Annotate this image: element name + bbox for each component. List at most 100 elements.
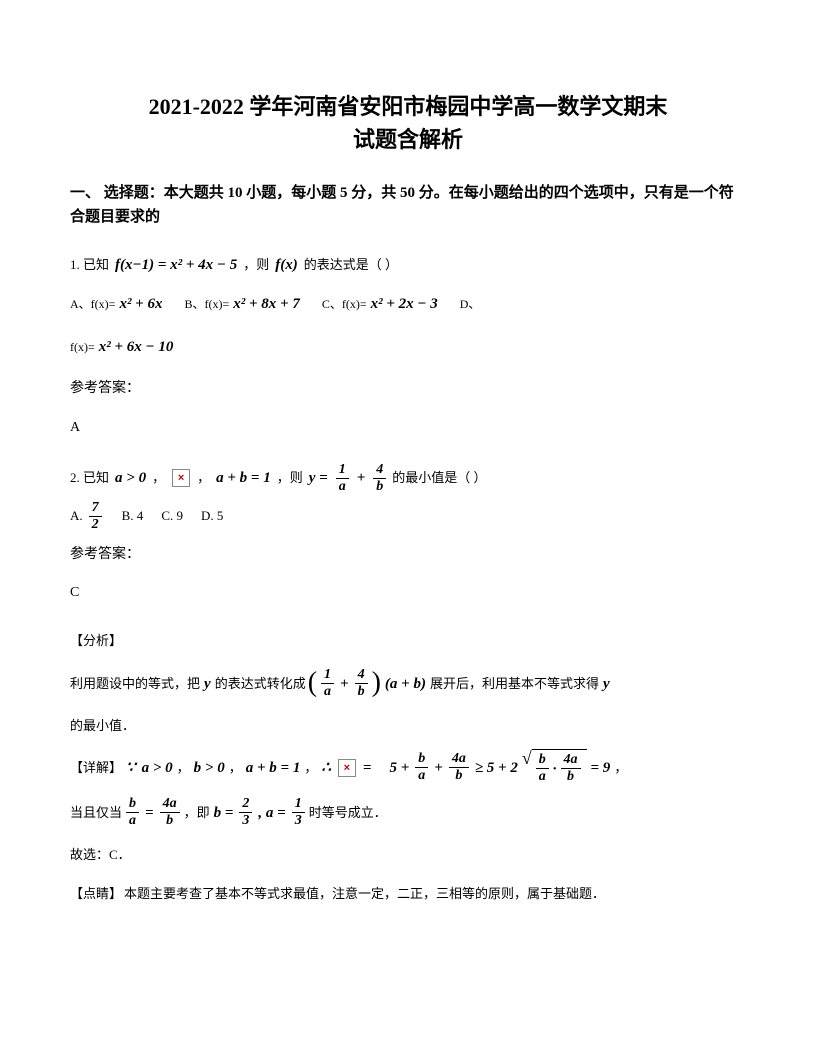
frac-4b-2: 4 b bbox=[355, 668, 368, 699]
q2-option-c: C. 9 bbox=[161, 502, 183, 531]
frac-num: 1 bbox=[292, 797, 305, 813]
title-line-1: 2021-2022 学年河南省安阳市梅园中学高一数学文期末 bbox=[70, 90, 746, 123]
frac-b-a-sqrt: b a bbox=[536, 753, 549, 784]
q2-analysis-p1: 利用题设中的等式，把 y 的表达式转化成 ( 1 a + 4 b ) (a + … bbox=[70, 666, 746, 702]
q2-suffix: 的最小值是（ ） bbox=[392, 464, 486, 493]
dot-sign: · bbox=[551, 751, 559, 787]
q2-note: 【点睛】 本题主要考查了基本不等式求最值，注意一定，二正，三相等的原则，属于基础… bbox=[70, 878, 746, 909]
rhs-5plus: 5 + bbox=[387, 750, 411, 786]
q2-option-b: B. 4 bbox=[122, 502, 144, 531]
q1-formula-main: f(x−1) = x² + 4x − 5 bbox=[113, 249, 239, 282]
frac-den: 2 bbox=[89, 517, 102, 532]
q1-optD-formula: x² + 6x − 10 bbox=[97, 331, 176, 364]
frac-num: 7 bbox=[89, 501, 102, 517]
frac-den: b bbox=[564, 769, 577, 784]
q2-prefix: 2. 已知 bbox=[70, 464, 109, 493]
q1-option-d: f(x)= x² + 6x − 10 bbox=[70, 331, 175, 364]
question-1: 1. 已知 f(x−1) = x² + 4x − 5 ，则 f(x) 的表达式是… bbox=[70, 249, 746, 444]
cond-ab: a + b = 1 bbox=[244, 750, 303, 786]
frac-num: 1 bbox=[321, 668, 334, 684]
frac-den: b bbox=[355, 684, 368, 699]
frac-num: 1 bbox=[336, 463, 349, 479]
q1-answer: A bbox=[70, 413, 746, 444]
frac-num: 4 bbox=[355, 668, 368, 684]
analysis-text-c: 展开后，利用基本不等式求得 bbox=[430, 668, 599, 699]
eq-sign: = bbox=[361, 750, 374, 786]
q1-suffix: 的表达式是（ ） bbox=[304, 251, 398, 280]
cond-b: b > 0 bbox=[192, 750, 227, 786]
q1-optB-label: B、f(x)= bbox=[184, 291, 229, 317]
b-eq: b = bbox=[212, 795, 236, 831]
q1-option-a: A、f(x)= x² + 6x bbox=[70, 288, 164, 321]
frac-2-3: 2 3 bbox=[239, 797, 252, 828]
frac-den: a bbox=[415, 768, 428, 783]
therefore-sym: ∴ bbox=[319, 750, 333, 786]
frac-4a-b-eq: 4a b bbox=[160, 797, 180, 828]
cond-a: a > 0 bbox=[140, 750, 175, 786]
sqrt-content: b a · 4a b bbox=[532, 749, 587, 787]
q1-optA-label: A、f(x)= bbox=[70, 291, 115, 317]
frac-4a-b: 4a b bbox=[449, 752, 469, 783]
frac-num: b bbox=[536, 753, 549, 769]
eq-sign: = bbox=[143, 795, 156, 831]
q1-mid: ，则 bbox=[243, 251, 269, 280]
q1-prefix: 1. 已知 bbox=[70, 251, 109, 280]
q2-analysis-p1d: 的最小值． bbox=[70, 710, 746, 741]
frac-den: 3 bbox=[292, 813, 305, 828]
q1-options-row1: A、f(x)= x² + 6x B、f(x)= x² + 8x + 7 C、f(… bbox=[70, 288, 746, 321]
frac-num: b bbox=[415, 752, 428, 768]
equal-cond-mid: ，即 bbox=[184, 797, 210, 828]
note-text: 本题主要考查了基本不等式求最值，注意一定，二正，三相等的原则，属于基础题． bbox=[124, 878, 605, 909]
frac-b-a: b a bbox=[415, 752, 428, 783]
eq-9: = 9 bbox=[589, 750, 613, 786]
analysis-text-a: 利用题设中的等式，把 bbox=[70, 668, 200, 699]
title-line-2: 试题含解析 bbox=[70, 123, 746, 156]
q1-option-b: B、f(x)= x² + 8x + 7 bbox=[184, 288, 301, 321]
q1-optB-formula: x² + 8x + 7 bbox=[231, 288, 302, 321]
q1-option-c: C、f(x)= x² + 2x − 3 bbox=[322, 288, 440, 321]
q1-option-d-label: D、 bbox=[460, 291, 481, 317]
q2-equal-cond: 当且仅当 b a = 4a b ，即 b = 2 3 , a = 1 3 时等号… bbox=[70, 795, 746, 831]
q1-optC-formula: x² + 2x − 3 bbox=[369, 288, 440, 321]
q1-optC-label: C、f(x)= bbox=[322, 291, 367, 317]
q2-conclusion: 故选：C． bbox=[70, 839, 746, 870]
section-heading: 一、 选择题：本大题共 10 小题，每小题 5 分，共 50 分。在每小题给出的… bbox=[70, 181, 746, 229]
analysis-text-b: 的表达式转化成 bbox=[215, 668, 306, 699]
frac-den: b bbox=[373, 479, 386, 494]
q2-frac-7-2: 7 2 bbox=[89, 501, 102, 532]
frac-num: 4 bbox=[373, 463, 386, 479]
plus-sign: + bbox=[432, 750, 445, 786]
q2-option-a: A. 7 2 bbox=[70, 501, 104, 532]
q2-detail: 【详解】 ∵ a > 0 ， b > 0 ， a + b = 1 ， ∴ × =… bbox=[70, 749, 746, 787]
q2-y-eq: y = bbox=[307, 462, 330, 495]
sqrt-symbol: √ bbox=[522, 749, 532, 767]
frac-den: 3 bbox=[239, 813, 252, 828]
q2-stem: 2. 已知 a > 0 ， × ， a + b = 1 ，则 y = 1 a +… bbox=[70, 462, 746, 495]
frac-num: 4a bbox=[449, 752, 469, 768]
equal-cond-suf: 时等号成立． bbox=[309, 797, 387, 828]
frac-num: 4a bbox=[160, 797, 180, 813]
frac-4a-b-sqrt: 4a b bbox=[561, 753, 581, 784]
q2-frac-4b: 4 b bbox=[373, 463, 386, 494]
q2-option-d: D. 5 bbox=[201, 502, 223, 531]
sqrt-expr: √ b a · 4a b bbox=[522, 749, 587, 787]
equal-cond-pre: 当且仅当 bbox=[70, 797, 122, 828]
frac-den: b bbox=[452, 768, 465, 783]
frac-den: a bbox=[336, 479, 349, 494]
broken-image-icon: × bbox=[338, 759, 356, 777]
frac-den: a bbox=[536, 769, 549, 784]
q1-formula-fx: f(x) bbox=[273, 249, 300, 282]
sep: ， bbox=[177, 752, 190, 783]
frac-b-a-eq: b a bbox=[126, 797, 139, 828]
var-y: y bbox=[202, 666, 213, 702]
q2-sep3: ，则 bbox=[277, 464, 303, 493]
q2-analysis-label: 【分析】 bbox=[70, 627, 746, 656]
q2-sep1: ， bbox=[152, 464, 165, 493]
frac-den: b bbox=[163, 813, 176, 828]
paren-left: ( bbox=[308, 675, 317, 692]
q1-stem: 1. 已知 f(x−1) = x² + 4x − 5 ，则 f(x) 的表达式是… bbox=[70, 249, 746, 282]
q2-cond3: a + b = 1 bbox=[214, 462, 273, 495]
q2-optA-label: A. bbox=[70, 502, 83, 531]
plus-sign: + bbox=[338, 666, 351, 702]
q2-options: A. 7 2 B. 4 C. 9 D. 5 bbox=[70, 501, 746, 532]
